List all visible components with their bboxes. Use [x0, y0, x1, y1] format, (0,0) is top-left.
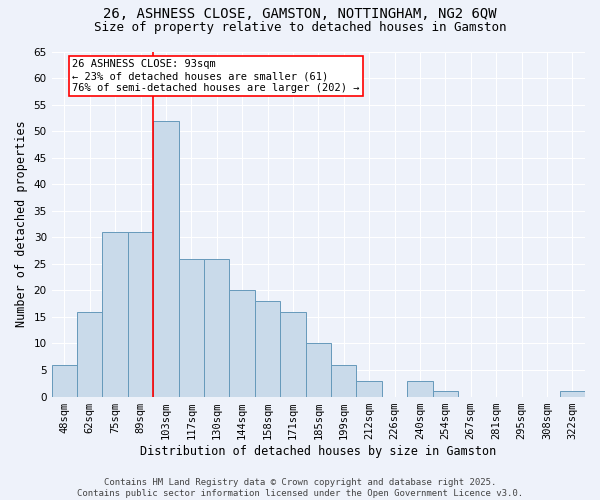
Bar: [179, 258, 204, 396]
Bar: [331, 364, 356, 396]
Text: 26, ASHNESS CLOSE, GAMSTON, NOTTINGHAM, NG2 6QW: 26, ASHNESS CLOSE, GAMSTON, NOTTINGHAM, …: [103, 8, 497, 22]
Text: 26 ASHNESS CLOSE: 93sqm
← 23% of detached houses are smaller (61)
76% of semi-de: 26 ASHNESS CLOSE: 93sqm ← 23% of detache…: [72, 60, 359, 92]
Bar: [128, 232, 153, 396]
Bar: [77, 312, 103, 396]
Bar: [356, 380, 382, 396]
Bar: [229, 290, 255, 397]
Bar: [153, 120, 179, 396]
Bar: [204, 258, 229, 396]
Bar: [560, 392, 585, 396]
Bar: [407, 380, 433, 396]
Bar: [52, 364, 77, 396]
Bar: [255, 301, 280, 396]
Text: Size of property relative to detached houses in Gamston: Size of property relative to detached ho…: [94, 21, 506, 34]
Bar: [103, 232, 128, 396]
Bar: [280, 312, 305, 396]
X-axis label: Distribution of detached houses by size in Gamston: Distribution of detached houses by size …: [140, 444, 496, 458]
Bar: [433, 392, 458, 396]
Bar: [305, 344, 331, 396]
Y-axis label: Number of detached properties: Number of detached properties: [15, 120, 28, 328]
Text: Contains HM Land Registry data © Crown copyright and database right 2025.
Contai: Contains HM Land Registry data © Crown c…: [77, 478, 523, 498]
